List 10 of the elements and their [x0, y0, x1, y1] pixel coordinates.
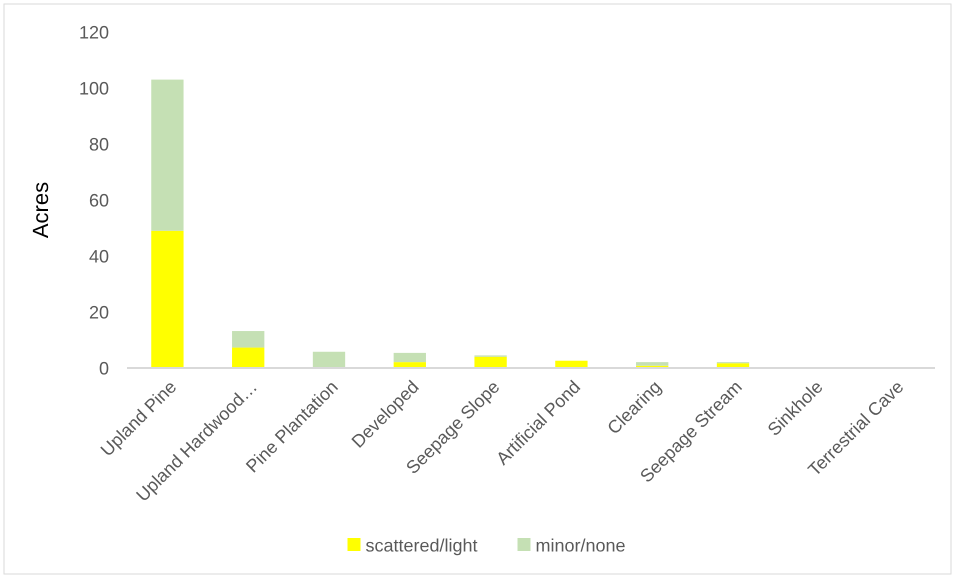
y-tick-label: 20: [88, 302, 109, 322]
y-tick-label: 80: [88, 134, 109, 154]
y-tick-label: 100: [78, 78, 109, 98]
y-tick-label: 120: [78, 22, 109, 42]
y-tick-label: 40: [88, 246, 109, 266]
y-tick-label: 60: [88, 190, 109, 210]
legend-label: scattered/light: [366, 535, 478, 556]
legend-label: minor/none: [536, 535, 626, 556]
y-axis-title: Acres: [28, 182, 53, 238]
y-tick-label: 0: [98, 358, 109, 378]
